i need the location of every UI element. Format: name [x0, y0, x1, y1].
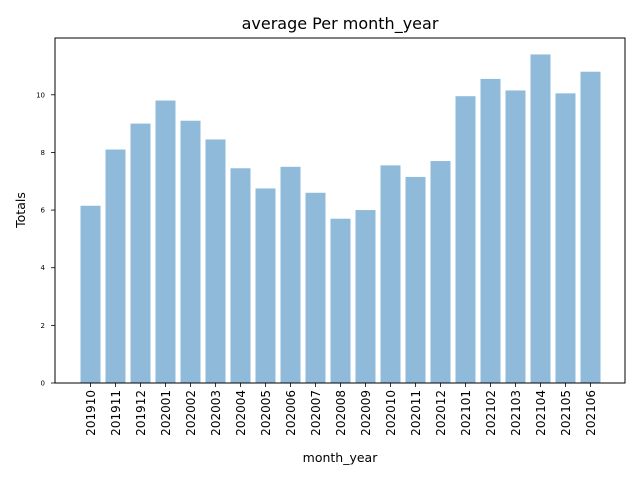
x-tick-label-202103: 202103 — [509, 390, 523, 436]
x-axis: 201910 201911 201912 202001 202002 202003 2020… — [84, 383, 598, 436]
y-tick-label-8: 8 — [41, 149, 45, 157]
bar-201912 — [130, 123, 151, 383]
bar-202005 — [255, 188, 276, 383]
bar-202001 — [155, 100, 176, 383]
y-tick-label-4: 4 — [41, 264, 46, 272]
bar-202003 — [205, 139, 226, 383]
chart-title: average Per month_year — [242, 14, 439, 34]
x-tick-label-202002: 202002 — [184, 390, 198, 436]
x-tick-label-202102: 202102 — [484, 390, 498, 436]
x-tick-label-202104: 202104 — [534, 390, 548, 436]
bars-group — [80, 54, 601, 384]
bar-202009 — [355, 210, 376, 383]
y-axis-label: Totals — [13, 192, 28, 229]
bar-202102 — [480, 78, 501, 384]
bar-202103 — [505, 90, 526, 384]
x-tick-label-202003: 202003 — [209, 390, 223, 436]
bar-202004 — [230, 168, 251, 383]
bar-202101 — [455, 96, 476, 383]
y-tick-label-6: 6 — [41, 207, 46, 215]
x-tick-label-202012: 202012 — [434, 390, 448, 436]
bar-202105 — [555, 93, 576, 383]
bar-202006 — [280, 166, 301, 383]
x-tick-label-202005: 202005 — [259, 390, 273, 436]
x-tick-label-202101: 202101 — [459, 390, 473, 436]
y-tick-label-2: 2 — [41, 322, 45, 330]
x-tick-label-201912: 201912 — [134, 390, 148, 436]
x-tick-label-202007: 202007 — [309, 390, 323, 436]
bar-202104 — [530, 54, 551, 384]
bar-201910 — [80, 205, 101, 383]
bar-202008 — [330, 218, 351, 383]
x-tick-label-202004: 202004 — [234, 390, 248, 436]
x-tick-label-202105: 202105 — [559, 390, 573, 436]
bar-202106 — [580, 71, 601, 383]
bar-202007 — [305, 192, 326, 383]
plot-frame — [54, 37, 626, 384]
y-tick-label-0: 0 — [41, 380, 45, 388]
bar-202012 — [430, 161, 451, 383]
bar-201911 — [105, 149, 126, 383]
x-tick-label-202009: 202009 — [359, 390, 373, 436]
bar-202010 — [380, 165, 401, 383]
y-tick-label-10: 10 — [36, 91, 45, 99]
bar-202002 — [180, 120, 201, 383]
x-tick-label-202006: 202006 — [284, 390, 298, 436]
x-axis-label: month_year — [303, 450, 379, 465]
x-tick-label-201911: 201911 — [109, 390, 123, 436]
x-tick-label-202001: 202001 — [159, 390, 173, 436]
x-tick-label-201910: 201910 — [84, 390, 98, 436]
x-tick-label-202106: 202106 — [584, 390, 598, 436]
x-tick-label-202011: 202011 — [409, 390, 423, 436]
x-tick-label-202008: 202008 — [334, 390, 348, 436]
x-tick-label-202010: 202010 — [384, 390, 398, 436]
bar-202011 — [405, 176, 426, 383]
y-axis: 0 2 4 6 8 10 — [36, 91, 55, 388]
